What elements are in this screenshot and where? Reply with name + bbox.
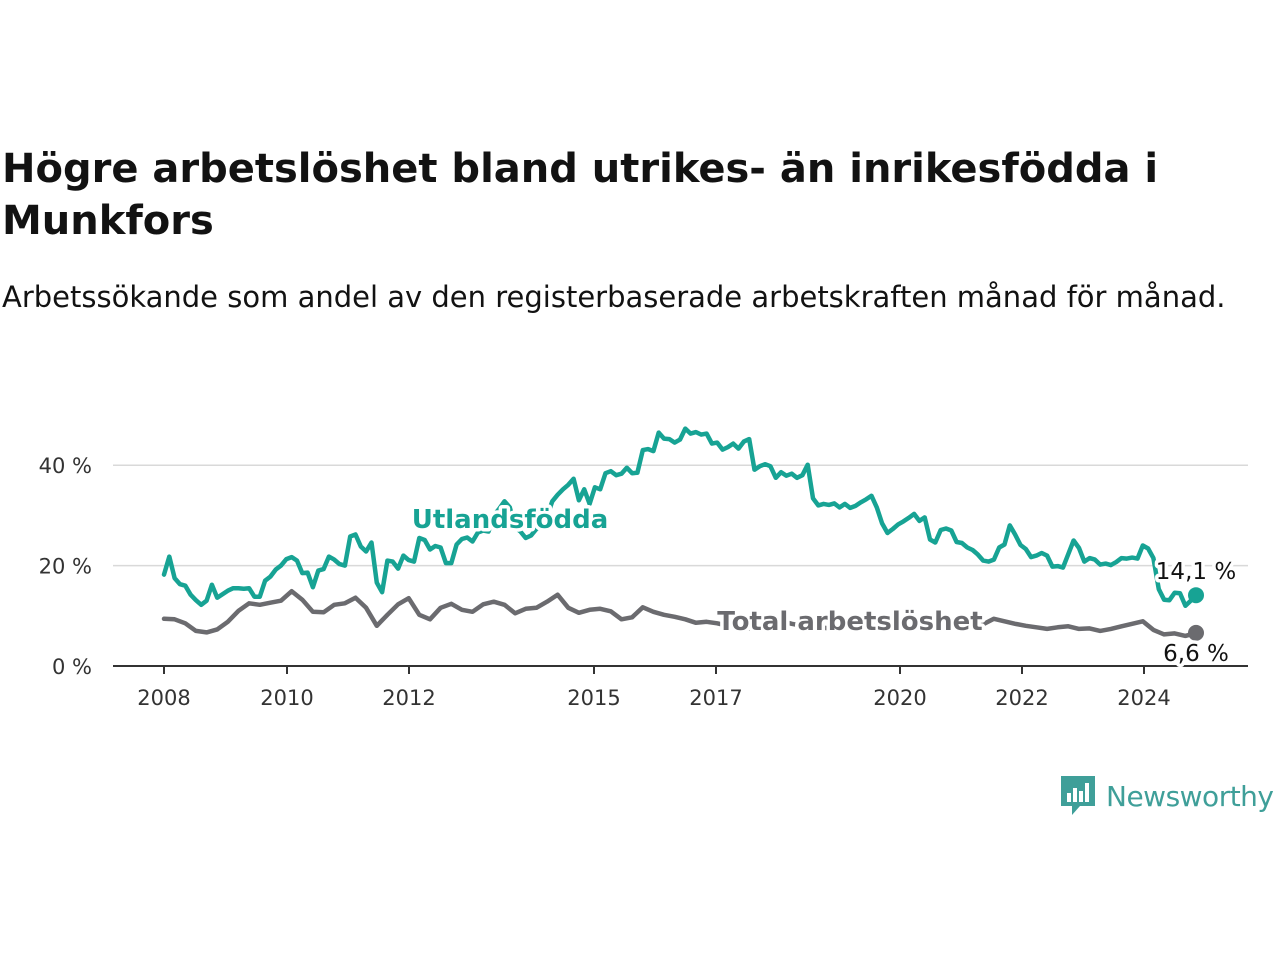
brand-name: Newsworthy xyxy=(1106,779,1274,813)
x-tick-label: 2022 xyxy=(995,686,1048,710)
x-tick-label: 2008 xyxy=(137,686,190,710)
x-tick-label: 2024 xyxy=(1117,686,1170,710)
y-tick-label: 0 % xyxy=(52,655,92,679)
y-tick-label: 40 % xyxy=(39,454,92,478)
series-labels: Utlandsfödda Total arbetslöshet 14,1 % 6,6 … xyxy=(408,502,1239,671)
series-end-point xyxy=(1188,587,1204,604)
series-name-label: Total arbetslöshet xyxy=(717,607,982,637)
line-chart: 0 % 20 % 40 % 2008 2010 2012 2015 2017 2020 2022… xyxy=(39,426,1248,710)
series-line-total xyxy=(161,588,1199,639)
x-tick-label: 2017 xyxy=(689,686,742,710)
series-line-utlandsfodda xyxy=(161,426,1199,609)
x-tick-label: 2012 xyxy=(382,686,435,710)
y-axis: 0 % 20 % 40 % xyxy=(39,454,92,679)
chart-subtitle: Arbetssökande som andel av den registerb… xyxy=(2,280,1226,314)
chart-title: Högre arbetslöshet bland utrikes- än inr… xyxy=(2,146,1159,244)
x-axis: 2008 2010 2012 2015 2017 2020 2022 2024 xyxy=(113,665,1248,710)
newsworthy-logo-icon xyxy=(1061,776,1095,815)
series-end-value: 14,1 % xyxy=(1156,559,1236,585)
y-tick-label: 20 % xyxy=(39,555,92,579)
x-tick-label: 2015 xyxy=(567,686,620,710)
x-tick-label: 2020 xyxy=(873,686,926,710)
newsworthy-brand: Newsworthy xyxy=(1058,772,1274,820)
series-name-label: Utlandsfödda xyxy=(412,505,609,535)
series-end-point xyxy=(1188,624,1204,641)
series-lines xyxy=(161,426,1204,641)
x-tick-label: 2010 xyxy=(260,686,313,710)
series-end-value: 6,6 % xyxy=(1163,641,1229,667)
